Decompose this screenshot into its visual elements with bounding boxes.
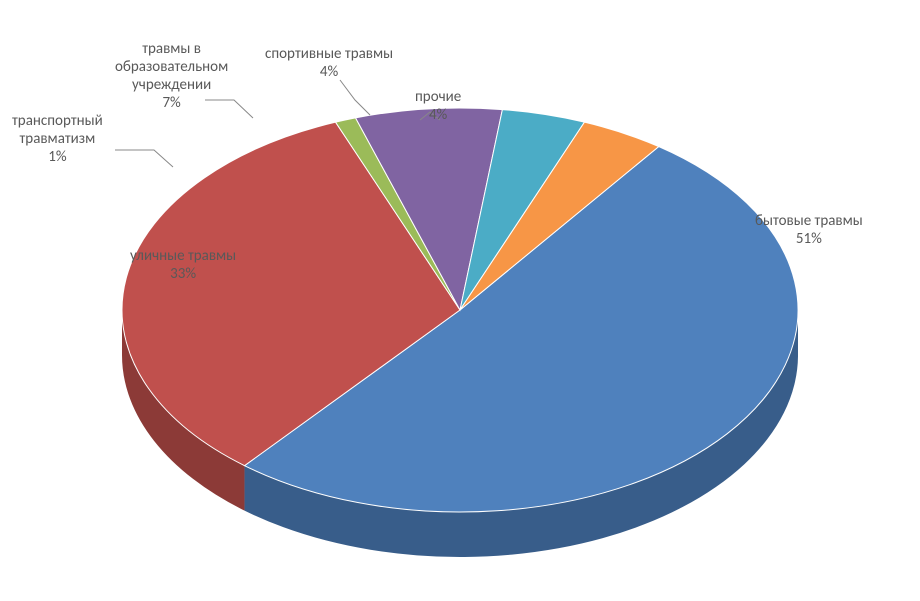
label-line: 33% (170, 265, 196, 283)
slice-label: транспортныйтравматизм1% (12, 112, 103, 166)
pie-chart-3d: бытовые травмы51% уличные травмы33% трансп… (0, 0, 920, 601)
slice-label: уличные травмы33% (130, 247, 236, 283)
label-line: бытовые травмы (755, 212, 863, 230)
slice-label: бытовые травмы51% (755, 212, 863, 248)
label-line: учреждении (132, 76, 211, 94)
slice-label: прочие4% (415, 88, 461, 124)
label-line: 51% (796, 230, 822, 248)
label-line: травмы в (142, 40, 201, 58)
label-line: травматизм (20, 130, 96, 148)
label-line: 4% (429, 106, 447, 124)
leader-line (340, 80, 370, 115)
label-line: 1% (48, 148, 66, 166)
slice-label: травмы вобразовательномучреждении7% (115, 40, 228, 112)
label-line: 7% (162, 94, 180, 112)
label-line: спортивные травмы (265, 45, 393, 63)
label-line: образовательном (115, 58, 228, 76)
label-line: уличные травмы (130, 247, 236, 265)
slice-label: спортивные травмы4% (265, 45, 393, 81)
leader-line (115, 150, 173, 167)
label-line: транспортный (12, 112, 103, 130)
label-line: 4% (320, 63, 338, 81)
label-line: прочие (415, 88, 461, 106)
